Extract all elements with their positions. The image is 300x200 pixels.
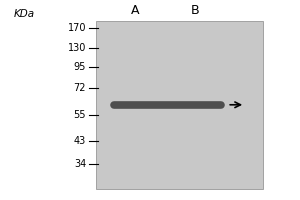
Text: KDa: KDa [13, 9, 34, 19]
Text: 170: 170 [68, 23, 86, 33]
Text: 55: 55 [74, 110, 86, 120]
Text: 72: 72 [74, 83, 86, 93]
Text: 43: 43 [74, 136, 86, 146]
Text: 95: 95 [74, 62, 86, 72]
Text: 34: 34 [74, 159, 86, 169]
Text: A: A [131, 4, 140, 17]
Text: 130: 130 [68, 43, 86, 53]
Text: B: B [190, 4, 199, 17]
FancyBboxPatch shape [97, 21, 263, 189]
